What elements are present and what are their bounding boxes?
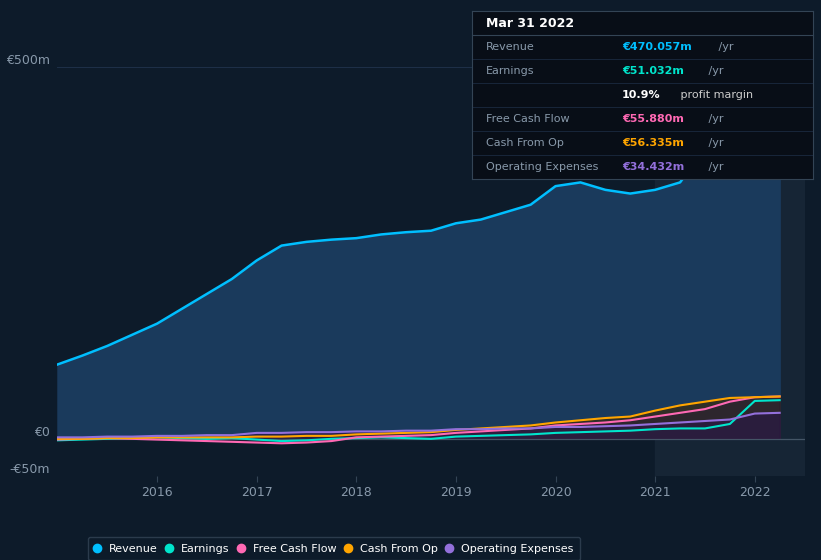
Text: -€50m: -€50m xyxy=(10,463,50,476)
Text: /yr: /yr xyxy=(705,114,723,124)
Text: €55.880m: €55.880m xyxy=(622,114,684,124)
Text: /yr: /yr xyxy=(705,66,723,76)
Text: €56.335m: €56.335m xyxy=(622,138,684,148)
Text: Cash From Op: Cash From Op xyxy=(486,138,563,148)
Text: €51.032m: €51.032m xyxy=(622,66,684,76)
Text: Free Cash Flow: Free Cash Flow xyxy=(486,114,569,124)
Text: 10.9%: 10.9% xyxy=(622,90,661,100)
Text: profit margin: profit margin xyxy=(677,90,753,100)
Bar xyxy=(655,67,805,476)
Text: €500m: €500m xyxy=(6,54,50,67)
Legend: Revenue, Earnings, Free Cash Flow, Cash From Op, Operating Expenses: Revenue, Earnings, Free Cash Flow, Cash … xyxy=(88,537,580,560)
Text: €34.432m: €34.432m xyxy=(622,162,684,172)
Text: /yr: /yr xyxy=(705,162,723,172)
Text: €470.057m: €470.057m xyxy=(622,42,692,52)
Text: Operating Expenses: Operating Expenses xyxy=(486,162,598,172)
Text: €0: €0 xyxy=(34,426,50,439)
Text: /yr: /yr xyxy=(705,138,723,148)
Text: Revenue: Revenue xyxy=(486,42,534,52)
Text: Earnings: Earnings xyxy=(486,66,534,76)
Text: /yr: /yr xyxy=(714,42,733,52)
Text: Mar 31 2022: Mar 31 2022 xyxy=(486,17,574,30)
